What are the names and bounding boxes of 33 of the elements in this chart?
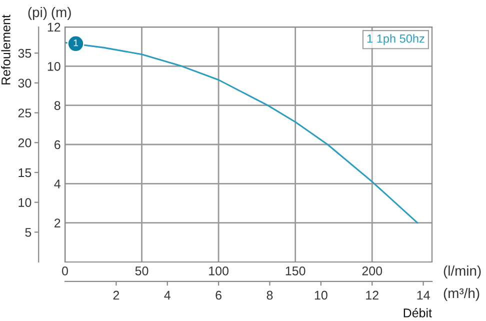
y-axis-title: (m) — [52, 7, 71, 20]
text: 1 1ph 50hz — [367, 34, 424, 46]
x2-tick-label: 10 — [314, 290, 328, 300]
y-tick-label: 8 — [54, 101, 60, 110]
y2-tick-label: 20 — [18, 138, 32, 148]
y2-tick-label: 25 — [18, 108, 32, 118]
x2-axis-title: (m³/h) — [444, 288, 480, 301]
x-tick-label: 150 — [286, 266, 306, 276]
x2-tick-label: 2 — [113, 290, 120, 300]
x2-tick-label: 4 — [164, 290, 170, 300]
annotation: 1 — [74, 39, 78, 46]
x-tick-label: 100 — [209, 266, 228, 276]
x2-tick-label: 8 — [266, 290, 273, 300]
x-tick-label: 0 — [62, 266, 68, 276]
x2-tick-label: 14 — [417, 290, 430, 300]
x-tick-label: 200 — [362, 266, 382, 276]
y-tick-label: 6 — [54, 140, 60, 150]
text: Débit — [404, 308, 432, 318]
y-tick-label: 2 — [54, 218, 60, 228]
y2-tick-label: 15 — [18, 168, 32, 178]
y-tick-label: 4 — [54, 180, 60, 188]
y2-tick-label: 5 — [25, 228, 32, 237]
text: Refoulement — [1, 14, 10, 84]
x2-tick-label: 12 — [366, 290, 378, 300]
x-axis-title: (l/min) — [444, 266, 481, 278]
y2-tick-label: 30 — [18, 78, 32, 88]
y2-axis-title: (pi) — [28, 7, 47, 20]
y-tick-label: 10 — [48, 62, 60, 71]
y2-tick-label: 10 — [18, 198, 32, 207]
x2-tick-label: 6 — [216, 290, 222, 300]
x-tick-label: 50 — [135, 266, 148, 276]
y-tick-label: 12 — [48, 22, 60, 32]
y2-tick-label: 35 — [18, 48, 32, 58]
